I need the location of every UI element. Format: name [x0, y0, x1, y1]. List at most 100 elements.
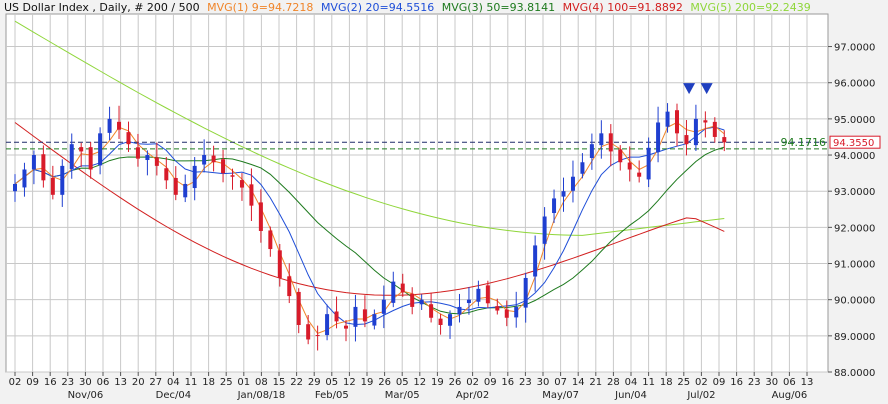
x-tick-label: 18: [202, 377, 215, 388]
candle-body: [372, 314, 377, 326]
x-tick-label: 04: [167, 377, 180, 388]
x-tick-label: 29: [308, 377, 321, 388]
candle-body: [173, 178, 178, 195]
y-tick-label: 92.0000: [834, 223, 875, 234]
mvg3-line: [14, 146, 725, 315]
x-tick-label: 02: [695, 377, 708, 388]
x-tick-label: 09: [484, 377, 497, 388]
y-tick-label: 90.0000: [834, 296, 875, 307]
y-tick-label: 97.0000: [834, 43, 875, 54]
x-tick-label: 30: [537, 377, 550, 388]
x-tick-label: 09: [26, 377, 39, 388]
marker-triangle: [700, 83, 713, 95]
candle-body: [693, 118, 698, 146]
x-tick-label: 30: [765, 377, 778, 388]
candle-body: [183, 183, 188, 198]
candle-body: [239, 180, 244, 188]
moving-average-lines: [14, 20, 725, 335]
x-tick-label: 23: [61, 377, 74, 388]
candle-body: [637, 172, 642, 177]
x-tick-label: 13: [114, 377, 127, 388]
x-month-label: Feb/05: [315, 390, 349, 401]
x-tick-label: 19: [361, 377, 374, 388]
candle-body: [211, 155, 216, 163]
x-tick-label: 22: [290, 377, 303, 388]
x-tick-label: 11: [185, 377, 198, 388]
candle-body: [88, 147, 93, 170]
x-tick-label: 27: [149, 377, 162, 388]
candle-body: [448, 314, 453, 326]
x-tick-label: 02: [466, 377, 479, 388]
legend-title: US Dollar Index , Daily, # 200 / 500: [4, 1, 200, 14]
candle-body: [410, 293, 415, 307]
x-axis: 02 09 16 23 30 06 13 20 27 04 11 18 25 01 08 15 22 29 05 12…: [9, 372, 813, 401]
candle-body: [618, 149, 623, 163]
x-month-label: Mar/05: [385, 390, 420, 401]
candle-body: [50, 177, 55, 195]
candle-body: [684, 135, 689, 145]
candle-body: [98, 133, 103, 166]
x-tick-label: 16: [44, 377, 57, 388]
x-month-label: Aug/06: [772, 390, 808, 401]
legend-item-mvg3: MVG(3) 50=93.8141: [441, 1, 556, 14]
candle-body: [627, 162, 632, 170]
candle-body: [381, 299, 386, 314]
candle-body: [552, 198, 557, 214]
y-axis: 97.0000 96.0000 95.0000 94.0000 93.0000 92.00…: [828, 43, 875, 379]
candle-body: [22, 169, 27, 188]
mvg2-line: [14, 126, 725, 326]
candle-body: [31, 155, 36, 170]
y-tick-label: 93.0000: [834, 187, 875, 198]
x-tick-label: 16: [501, 377, 514, 388]
candles: [13, 103, 727, 351]
candle-body: [712, 121, 717, 137]
candle-body: [249, 184, 254, 206]
x-tick-label: 23: [748, 377, 761, 388]
candle-body: [674, 110, 679, 134]
x-tick-label: 05: [396, 377, 409, 388]
candle-body: [296, 291, 301, 325]
x-month-label: Jun/04: [614, 390, 647, 401]
x-tick-label: 20: [132, 377, 145, 388]
candle-body: [79, 147, 84, 152]
markers: [683, 83, 713, 95]
candle-body: [202, 155, 207, 165]
x-month-label: Jul/02: [686, 390, 715, 401]
candle-body: [703, 120, 708, 123]
x-tick-label: 18: [660, 377, 673, 388]
candle-body: [69, 144, 74, 169]
y-tick-label: 96.0000: [834, 79, 875, 90]
candle-body: [589, 144, 594, 158]
x-tick-label: 30: [79, 377, 92, 388]
candle-body: [646, 147, 651, 180]
x-tick-label: 04: [625, 377, 638, 388]
candle-body: [580, 162, 585, 174]
candle-body: [419, 299, 424, 305]
x-month-label: Dec/04: [156, 390, 191, 401]
price-tag: [829, 135, 881, 149]
candle-body: [353, 306, 358, 327]
candle-body: [135, 147, 140, 159]
candle-body: [287, 276, 292, 297]
candle-body: [277, 250, 282, 278]
y-tick-label: 91.0000: [834, 260, 875, 271]
x-tick-label: 21: [589, 377, 602, 388]
y-tick-label: 95.0000: [834, 115, 875, 126]
candle-body: [258, 202, 263, 231]
candle-body: [230, 175, 235, 177]
y-tick-label: 89.0000: [834, 332, 875, 343]
legend-item-mvg4: MVG(4) 100=91.8892: [562, 1, 683, 14]
candle-body: [533, 245, 538, 277]
x-tick-label: 01: [237, 377, 250, 388]
x-month-label: Jan/08/18: [237, 390, 286, 401]
candle-body: [126, 132, 131, 145]
x-month-label: Nov/06: [68, 390, 104, 401]
candle-body: [154, 157, 159, 166]
candle-body: [400, 283, 405, 293]
x-tick-label: 07: [554, 377, 567, 388]
x-month-label: Apr/02: [456, 390, 489, 401]
candle-body: [107, 118, 112, 133]
price-tag-label: 94.3550: [833, 138, 874, 149]
candle-body: [221, 159, 226, 174]
x-tick-label: 19: [431, 377, 444, 388]
